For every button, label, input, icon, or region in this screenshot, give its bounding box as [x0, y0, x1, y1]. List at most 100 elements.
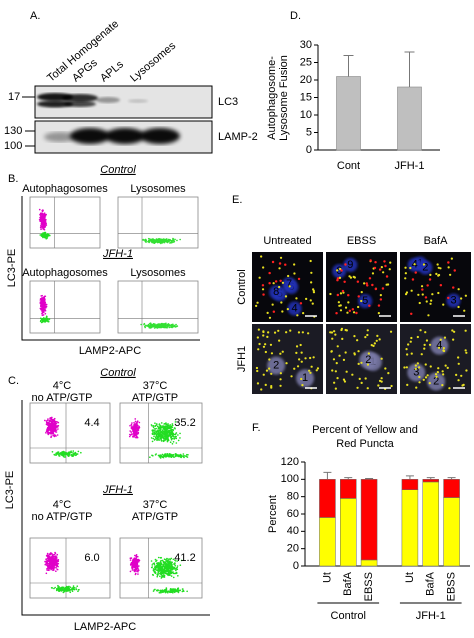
cell-label: 2: [365, 354, 371, 366]
y-tick-label: 30: [300, 39, 312, 51]
nucleus: [427, 372, 446, 391]
cell-label: 2: [273, 359, 279, 371]
protein-label: LAMP-2: [218, 131, 258, 143]
x-tick-label: BafA: [425, 571, 437, 596]
y-axis-label: Autophagosome-: [266, 56, 278, 140]
percent-label: 35.2: [174, 417, 195, 429]
blot-band: [64, 101, 96, 107]
puncta: [410, 261, 456, 315]
cell-label: 9: [347, 259, 353, 271]
puncta: [403, 329, 468, 390]
y-tick-label: 120: [281, 456, 299, 468]
bar: [397, 86, 422, 151]
micrograph: [326, 252, 397, 322]
flow-events: [150, 421, 181, 445]
puncta: [335, 259, 389, 315]
cell-label: 7: [286, 278, 292, 290]
y-tick-label: 60: [287, 508, 299, 520]
nucleus: [332, 264, 347, 279]
y-tick-label: 10: [300, 109, 312, 121]
y-tick-label: 0: [306, 144, 312, 156]
bar-segment: [422, 481, 439, 567]
flow-events: [140, 322, 179, 329]
flow-events: [150, 556, 183, 579]
chart-title: Red Puncta: [336, 438, 394, 450]
flow-events: [129, 554, 141, 576]
nucleus: [343, 257, 358, 272]
nucleus: [359, 351, 378, 370]
axis-label: LAMP2-APC: [74, 621, 136, 633]
bar-segment: [360, 559, 378, 567]
y-tick-label: 100: [281, 473, 299, 485]
panel-label: A.: [30, 10, 40, 22]
panel-label: B.: [8, 173, 18, 185]
condition-label: no ATP/GTP: [32, 511, 93, 523]
nucleus: [269, 285, 284, 300]
y-tick-label: 0: [293, 560, 299, 572]
axis-label: LAMP2-APC: [79, 345, 141, 357]
error-bar: [344, 477, 353, 480]
flow-plot: [29, 196, 101, 249]
y-tick-label: 20: [287, 543, 299, 555]
panel-label: D.: [290, 10, 301, 22]
condition-label: no ATP/GTP: [32, 392, 93, 404]
blot-band: [128, 99, 148, 103]
cell-label: 1: [302, 372, 308, 384]
error-bar: [405, 475, 414, 480]
error-bar: [323, 471, 332, 480]
y-tick-label: 40: [287, 525, 299, 537]
group-label: JFH-1: [102, 248, 133, 260]
axis-label: LC3-PE: [6, 249, 18, 288]
nucleus: [446, 293, 461, 308]
percent-label: 6.0: [84, 552, 99, 564]
nucleus: [418, 260, 433, 275]
column-label: Autophagosomes: [22, 183, 108, 195]
flow-events: [39, 294, 48, 316]
bar-segment: [401, 489, 419, 567]
cell-label: 2: [422, 261, 428, 273]
percent-label: 41.2: [174, 552, 195, 564]
flow-events: [44, 416, 60, 439]
bar-segment: [443, 497, 460, 567]
column-label: Autophagosomes: [22, 267, 108, 279]
flow-events: [38, 208, 48, 231]
lane-label: Lysosomes: [128, 40, 178, 85]
error-bar: [447, 477, 456, 480]
x-tick-label: EBSS: [445, 572, 457, 601]
cell-label: 4: [436, 340, 442, 352]
flow-events: [39, 315, 51, 324]
group-label: Control: [331, 610, 366, 622]
mw-marker: 17: [8, 91, 20, 103]
axis-label: LC3-PE: [4, 471, 16, 510]
group-label: JFH-1: [416, 610, 446, 622]
bar-segment: [340, 479, 357, 499]
flow-events: [51, 450, 82, 458]
panel-label: E.: [232, 194, 242, 206]
y-tick-label: 25: [300, 56, 312, 68]
cell-label: 4: [292, 302, 298, 314]
bar-segment: [340, 498, 357, 567]
flow-events: [39, 231, 51, 240]
cell-label: 2: [433, 375, 439, 387]
bar: [336, 76, 361, 151]
lane-label: APLs: [98, 58, 126, 84]
group-label: Control: [100, 367, 136, 379]
nucleus: [282, 277, 297, 292]
nucleus: [287, 301, 302, 316]
blot-band: [37, 100, 73, 108]
row-label: JFH1: [236, 346, 248, 372]
bar-segment: [401, 479, 419, 490]
blot-band: [140, 128, 180, 144]
flow-events: [149, 453, 189, 459]
condition-label: 4°C: [53, 380, 72, 392]
nucleus: [407, 363, 426, 382]
column-label: BafA: [424, 235, 449, 247]
error-bar: [426, 477, 435, 480]
bar-segment: [319, 517, 336, 567]
nucleus: [358, 294, 373, 309]
error-bar: [404, 51, 415, 87]
column-label: EBSS: [347, 235, 376, 247]
y-tick-label: 80: [287, 491, 299, 503]
x-tick-label: JFH-1: [395, 160, 425, 172]
